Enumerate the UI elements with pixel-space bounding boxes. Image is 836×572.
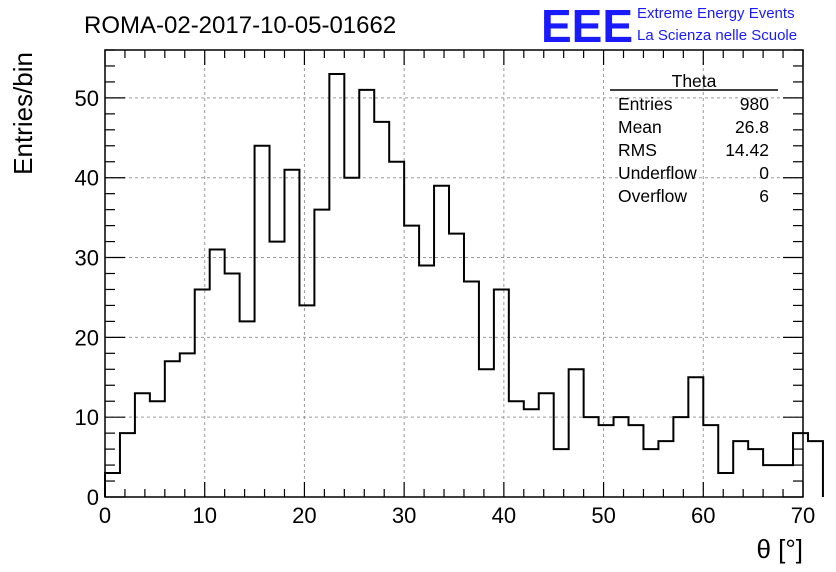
stats-label: RMS	[618, 140, 657, 160]
x-tick-labels: 0 10 20 30 40 50 60 70	[99, 503, 815, 528]
histogram-bin	[344, 178, 359, 497]
stats-value: 6	[759, 186, 769, 206]
histogram-bin	[105, 473, 120, 497]
y-tick-label: 20	[75, 325, 99, 350]
histogram-bin	[643, 449, 658, 497]
stats-rows: Entries 980 Mean 26.8 RMS 14.42 Underflow 0 Over…	[618, 94, 769, 206]
histogram-bin	[599, 425, 614, 497]
histogram-bin	[419, 266, 434, 497]
histogram-bin	[658, 441, 673, 497]
stats-label: Underflow	[618, 163, 697, 183]
histogram-bin	[733, 441, 748, 497]
logo-mark: EEE	[541, 0, 633, 52]
histogram-bin	[329, 74, 344, 497]
y-tick-label: 40	[75, 166, 99, 191]
histogram-bin	[629, 425, 644, 497]
axis-ticks	[104, 49, 804, 498]
x-tick-label: 70	[791, 503, 815, 528]
histogram-bin	[225, 274, 240, 498]
histogram-bin	[150, 401, 165, 497]
histogram-bin	[763, 465, 778, 497]
histogram-bin	[240, 321, 255, 497]
histogram-bin	[434, 186, 449, 497]
x-tick-label: 0	[99, 503, 111, 528]
x-tick-label: 20	[292, 503, 316, 528]
histogram-bin	[270, 242, 285, 497]
histogram-bin	[584, 417, 599, 497]
y-tick-label: 10	[75, 405, 99, 430]
histogram-bin	[688, 377, 703, 497]
histogram-bin	[135, 393, 150, 497]
stats-value: 26.8	[735, 117, 769, 137]
x-tick-label: 60	[691, 503, 715, 528]
histogram-bin	[509, 401, 524, 497]
logo-line-1: Extreme Energy Events	[637, 5, 795, 22]
eee-logo: EEE Extreme Energy Events La Scienza nel…	[541, 0, 797, 52]
x-tick-label: 30	[392, 503, 416, 528]
y-axis-label: Entries/bin	[8, 52, 38, 175]
histogram-bin	[165, 361, 180, 497]
histogram-bin	[539, 393, 554, 497]
histogram-series	[104, 72, 824, 497]
histogram-bin	[748, 449, 763, 497]
stats-title: Theta	[672, 71, 717, 91]
histogram-bin	[778, 465, 793, 497]
histogram-bin	[359, 90, 374, 497]
histogram-bin	[718, 473, 733, 497]
histogram-bin	[569, 369, 584, 497]
stats-value: 980	[740, 94, 769, 114]
y-tick-label: 50	[75, 86, 99, 111]
x-tick-label: 50	[591, 503, 615, 528]
histogram-bin	[210, 250, 225, 497]
histogram-bin	[404, 226, 419, 497]
y-tick-label: 30	[75, 246, 99, 271]
histogram-bin	[464, 281, 479, 497]
histogram-bin	[793, 433, 808, 497]
histogram-bin	[808, 441, 823, 497]
histogram-bin	[284, 170, 299, 497]
y-tick-label: 0	[87, 485, 99, 510]
histogram-bin	[374, 122, 389, 497]
stats-value: 0	[759, 163, 769, 183]
stats-box: Theta Entries 980 Mean 26.8 RMS 14.42 Underflo…	[610, 71, 778, 206]
histogram-bin	[389, 162, 404, 497]
histogram-bin	[614, 417, 629, 497]
histogram-bin	[314, 210, 329, 497]
x-tick-label: 10	[192, 503, 216, 528]
x-tick-label: 40	[492, 503, 516, 528]
grid-lines	[105, 50, 803, 497]
stats-label: Overflow	[618, 186, 687, 206]
stats-label: Mean	[618, 117, 662, 137]
histogram-bin	[120, 433, 135, 497]
logo-line-2: La Scienza nelle Scuole	[637, 27, 797, 44]
histogram-bin	[255, 146, 270, 497]
stats-label: Entries	[618, 94, 673, 114]
chart-title: ROMA-02-2017-10-05-01662	[84, 12, 396, 39]
y-tick-labels: 0 10 20 30 40 50	[75, 86, 99, 510]
histogram-bin	[479, 369, 494, 497]
histogram-bin	[494, 289, 509, 497]
histogram-bin	[703, 425, 718, 497]
histogram-bin	[195, 289, 210, 497]
stats-value: 14.42	[725, 140, 769, 160]
histogram-bin	[449, 234, 464, 497]
histogram-bin	[524, 409, 539, 497]
histogram-bins	[105, 74, 823, 497]
histogram-bin	[673, 417, 688, 497]
x-axis-label: θ [°]	[756, 534, 803, 564]
histogram-bin	[299, 305, 314, 497]
histogram-bin	[554, 449, 569, 497]
histogram-bin	[180, 353, 195, 497]
